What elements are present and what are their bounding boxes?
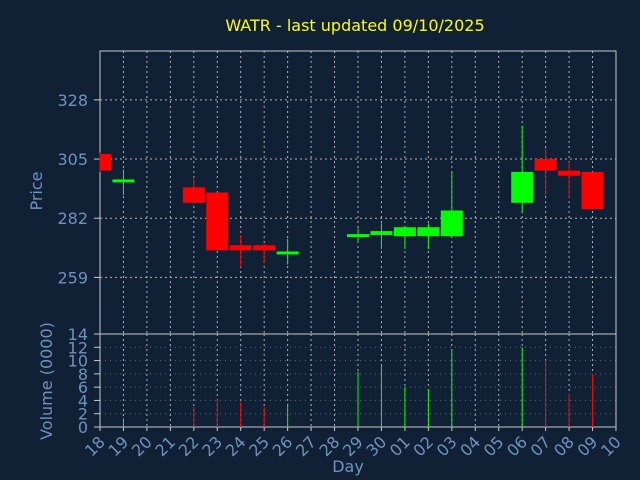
- volume-tick-label: 0: [78, 418, 88, 437]
- candle-body: [347, 234, 369, 238]
- volume-tick-label: 10: [68, 352, 88, 371]
- volume-tick-label: 12: [68, 338, 88, 357]
- candle-body: [112, 179, 135, 183]
- candle-body: [393, 227, 416, 237]
- candle-body: [229, 245, 252, 251]
- volume-tick-label: 2: [78, 405, 88, 424]
- candle-body: [558, 170, 581, 176]
- price-tick-label: 305: [57, 150, 88, 169]
- candle-body: [440, 210, 463, 237]
- candle-body: [511, 171, 534, 203]
- price-tick-label: 328: [57, 91, 88, 110]
- volume-panel: 0246810121418192021222324252627282930010…: [68, 325, 625, 460]
- volume-tick-label: 8: [78, 365, 88, 384]
- price-tick-label: 259: [57, 268, 88, 287]
- volume-tick-label: 6: [78, 378, 88, 397]
- candle-body: [206, 192, 229, 251]
- candle-body: [276, 251, 299, 255]
- candle-body: [182, 187, 205, 203]
- chart-title: WATR - last updated 09/10/2025: [225, 16, 484, 35]
- volume-axis-label: Volume (0000): [37, 322, 56, 440]
- volume-tick-label: 14: [68, 325, 88, 344]
- candle-body: [417, 227, 440, 237]
- candle-body: [534, 159, 557, 171]
- price-panel: 259 282 305 328: [57, 50, 617, 335]
- y-axis-label: Price: [27, 171, 46, 210]
- price-tick-label: 282: [57, 209, 88, 228]
- volume-tick-label: 4: [78, 391, 88, 410]
- candle-body: [370, 231, 393, 235]
- candle-body: [253, 245, 276, 251]
- x-tick-label: 10: [597, 432, 625, 460]
- x-axis-label: Day: [332, 457, 364, 476]
- candle-body: [581, 171, 604, 210]
- candle-body: [100, 153, 111, 171]
